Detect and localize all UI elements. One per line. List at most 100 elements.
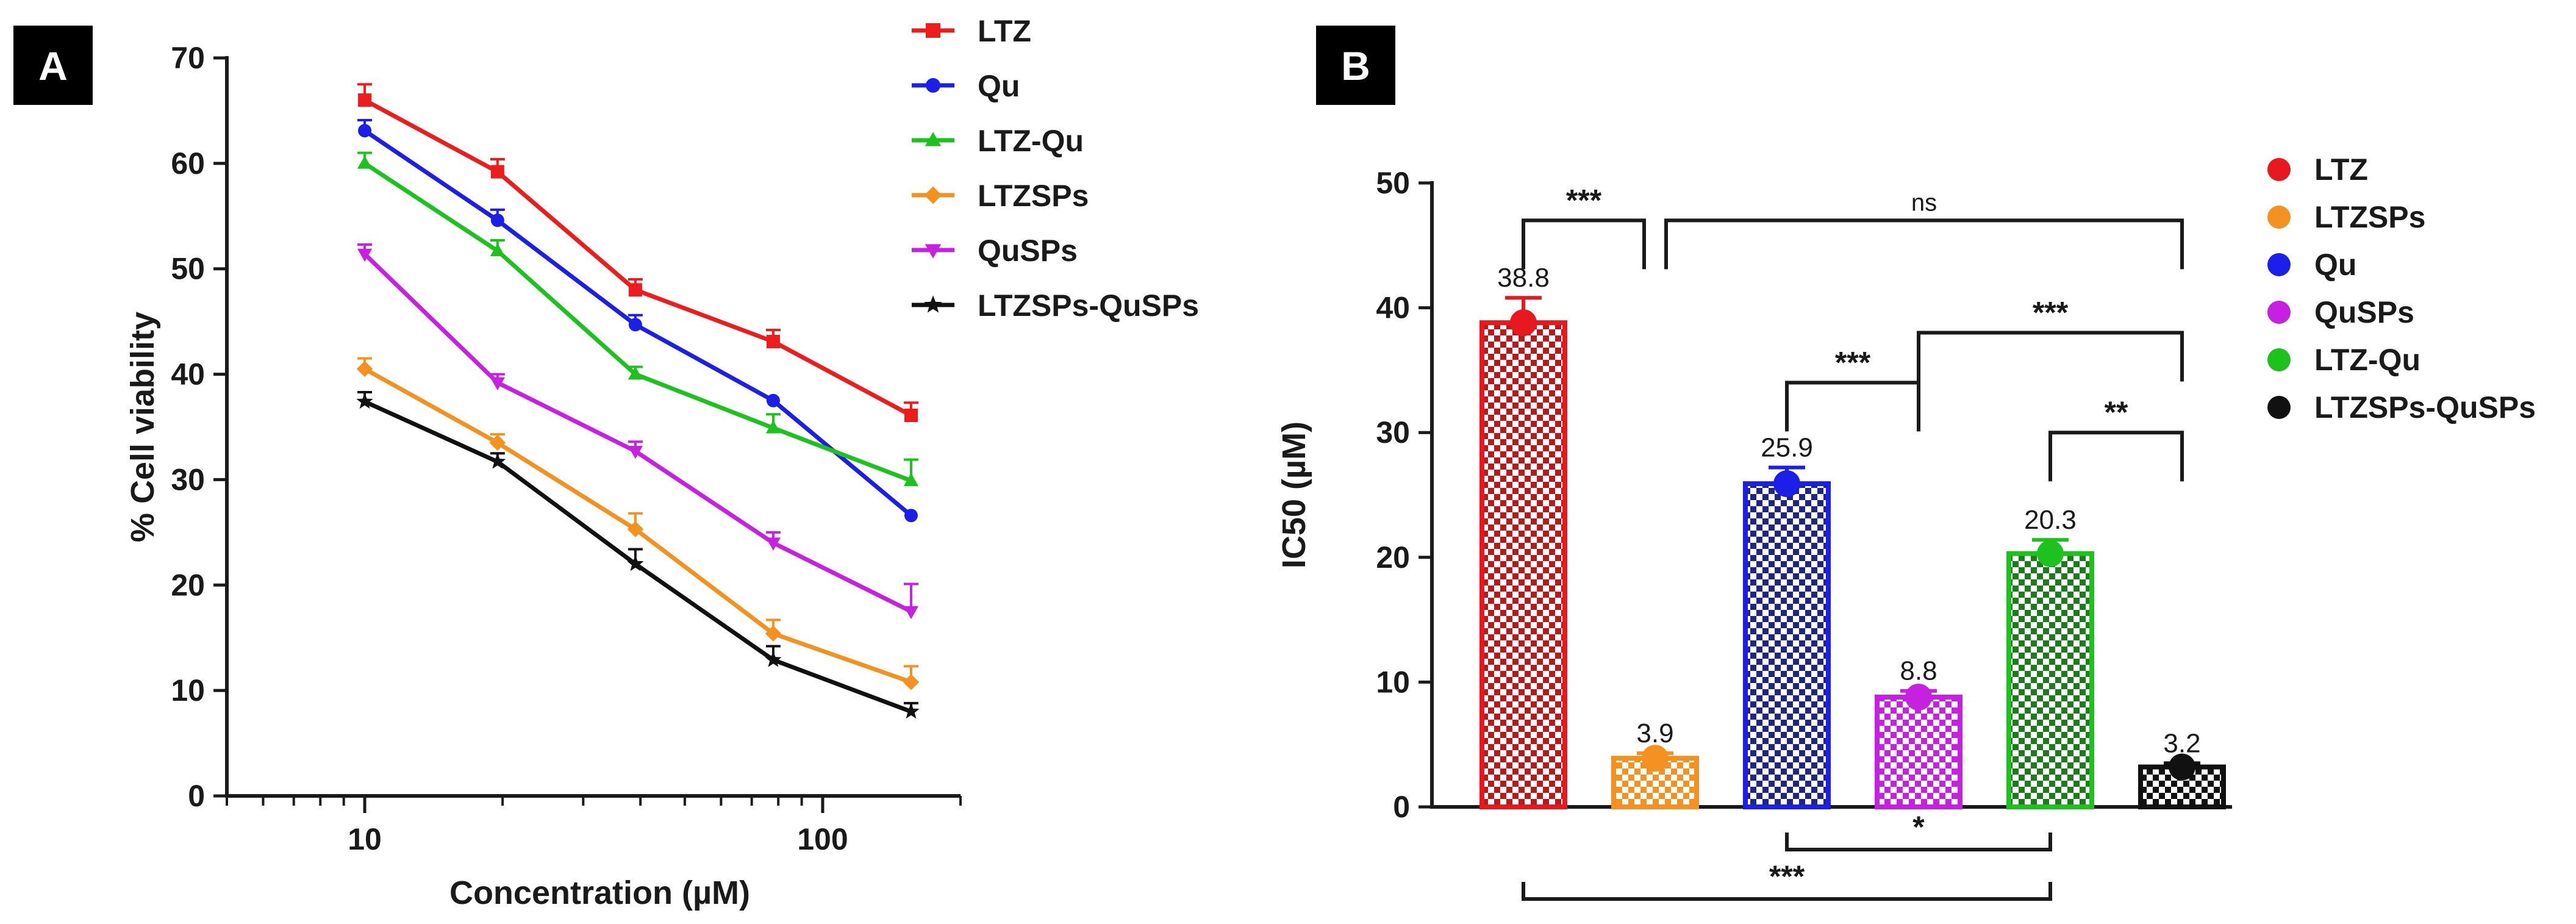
data-point-ltzsps-qusps bbox=[356, 393, 373, 409]
data-point-qu bbox=[766, 393, 780, 407]
y-tick-label: 70 bbox=[171, 41, 205, 75]
legend-label-ltzsps: LTZSPs bbox=[2314, 200, 2425, 234]
bar-group-ltz-qu: 20.3 bbox=[2006, 505, 2094, 809]
bar-qu bbox=[1743, 481, 1831, 809]
data-point-ltzsps-qusps bbox=[765, 651, 782, 667]
panel-b-label-box bbox=[1316, 26, 1395, 105]
x-tick-label: 10 bbox=[348, 822, 382, 856]
bar-mean-dot-ltz bbox=[1510, 309, 1537, 337]
data-point-ltz-qu bbox=[765, 420, 781, 434]
series-ltz-qu bbox=[357, 151, 919, 486]
bracket-line bbox=[1785, 381, 1920, 432]
legend-marker-qu bbox=[926, 78, 940, 93]
bar-value-label-ltzsps: 3.9 bbox=[1636, 718, 1673, 748]
data-point-ltzsps bbox=[627, 521, 644, 537]
legend-label-qu: Qu bbox=[978, 69, 1020, 103]
legend-label-ltz-qu: LTZ-Qu bbox=[978, 124, 1084, 158]
line-chart-panel-a: 0 10 20 30 40 50 60 70 10 100 Concentration (µM) % … bbox=[124, 14, 1199, 911]
bracket-line bbox=[1522, 882, 2052, 901]
bar-group-ltz: 38.8 bbox=[1479, 263, 1567, 809]
legend-label-ltz: LTZ bbox=[2314, 152, 2368, 187]
data-point-ltzsps bbox=[489, 434, 506, 451]
significance-bracket: *** bbox=[1522, 859, 2052, 901]
data-point-ltz bbox=[358, 93, 372, 107]
bar-mean-dot-qu bbox=[1773, 470, 1800, 498]
significance-label: * bbox=[1912, 810, 1925, 844]
data-point-ltzsps bbox=[903, 674, 920, 690]
data-point-ltzsps-qusps bbox=[627, 555, 644, 571]
series-ltz bbox=[357, 83, 918, 422]
data-point-ltzsps bbox=[356, 360, 373, 378]
legend-marker-ltzsps bbox=[924, 186, 942, 204]
legend-marker-ltzsps-qusps bbox=[924, 295, 942, 313]
legend-label-qusps: QuSPs bbox=[978, 234, 1078, 268]
y-axis-title: % Cell viability bbox=[124, 312, 161, 542]
data-point-ltz-qu bbox=[903, 473, 919, 486]
data-point-ltz-qu bbox=[628, 366, 643, 380]
y-tick-label: 20 bbox=[171, 568, 205, 602]
panel-b-label-text: B bbox=[1341, 43, 1370, 88]
data-point-qusps bbox=[903, 606, 919, 620]
bracket-line bbox=[1785, 833, 2052, 851]
significance-label: ** bbox=[2105, 395, 2128, 429]
series-line-qusps bbox=[363, 252, 912, 614]
bar-ltz bbox=[1479, 320, 1567, 809]
series-ltzsps bbox=[356, 357, 920, 690]
y-tick-label: 50 bbox=[171, 252, 205, 286]
bar-group-qusps: 8.8 bbox=[1875, 656, 1962, 810]
data-point-ltzsps bbox=[765, 625, 782, 642]
significance-bracket: *** bbox=[1785, 345, 1920, 432]
legend-dot-ltz-qu bbox=[2267, 348, 2291, 371]
data-point-qu bbox=[358, 124, 372, 138]
legend-dot-qu bbox=[2267, 253, 2291, 276]
significance-label: *** bbox=[1769, 859, 1805, 894]
legend-label-ltz-qu: LTZ-Qu bbox=[2314, 343, 2420, 377]
bar-chart-panel-b: 0 10 20 30 40 50 IC50 (µM) 38.8 3.9 25.9 8.8 20.3 3.… bbox=[1276, 152, 2536, 901]
significance-bracket: * bbox=[1785, 810, 2052, 851]
data-point-qusps bbox=[628, 445, 643, 459]
legend-label-qu: Qu bbox=[2314, 248, 2356, 282]
data-point-ltz bbox=[490, 165, 504, 179]
y-tick-label: 0 bbox=[1393, 790, 1410, 824]
y-tick-label: 50 bbox=[1376, 166, 1410, 200]
data-point-ltzsps-qusps bbox=[903, 703, 920, 719]
legend-label-ltz: LTZ bbox=[978, 14, 1031, 48]
data-point-qusps bbox=[490, 377, 505, 391]
legend-marker-ltz-qu bbox=[925, 132, 942, 146]
bar-value-label-ltz-qu: 20.3 bbox=[2024, 505, 2077, 535]
legend-marker-ltz bbox=[926, 23, 940, 38]
data-point-ltz bbox=[628, 283, 642, 297]
legend-panel-a: LTZ Qu LTZ-Qu LTZSPs QuSPs LTZSPs-QuSPs bbox=[912, 14, 1199, 323]
bracket-line bbox=[1522, 218, 1646, 270]
data-point-ltz-qu bbox=[357, 156, 373, 169]
data-point-qusps bbox=[765, 537, 781, 551]
series-ltzsps-qusps bbox=[356, 390, 920, 719]
data-point-ltz bbox=[766, 334, 780, 348]
bracket-line bbox=[1664, 218, 2184, 270]
bar-mean-dot-ltz-qu bbox=[2037, 540, 2064, 567]
legend-label-ltzsps-qusps: LTZSPs-QuSPs bbox=[2314, 390, 2536, 424]
y-axis-title: IC50 (µM) bbox=[1276, 421, 1312, 568]
significance-label: *** bbox=[2033, 296, 2069, 330]
bar-value-label-ltzsps-qusps: 3.2 bbox=[2163, 728, 2200, 758]
bar-group-ltzsps-qusps: 3.2 bbox=[2138, 728, 2226, 809]
bracket-line bbox=[2048, 431, 2184, 482]
legend-dot-qusps bbox=[2267, 301, 2291, 324]
legend-marker-qusps bbox=[925, 244, 942, 259]
y-tick-label: 40 bbox=[1376, 291, 1410, 325]
significance-label: ns bbox=[1911, 189, 1937, 216]
data-point-qu bbox=[628, 318, 642, 332]
significance-label: *** bbox=[1566, 183, 1602, 217]
panel-a-label-box bbox=[13, 26, 93, 105]
bar-group-qu: 25.9 bbox=[1743, 432, 1831, 809]
bar-ltz-qu bbox=[2006, 551, 2094, 809]
y-tick-label: 60 bbox=[171, 146, 205, 181]
legend-dot-ltzsps-qusps bbox=[2267, 396, 2291, 419]
y-tick-label: 30 bbox=[1376, 415, 1410, 449]
bar-value-label-qu: 25.9 bbox=[1761, 432, 1813, 462]
panel-b-label: B bbox=[1316, 26, 1395, 105]
bar-group-ltzsps: 3.9 bbox=[1611, 718, 1699, 810]
x-axis-title: Concentration (µM) bbox=[449, 875, 750, 911]
x-tick-label: 100 bbox=[797, 822, 848, 856]
